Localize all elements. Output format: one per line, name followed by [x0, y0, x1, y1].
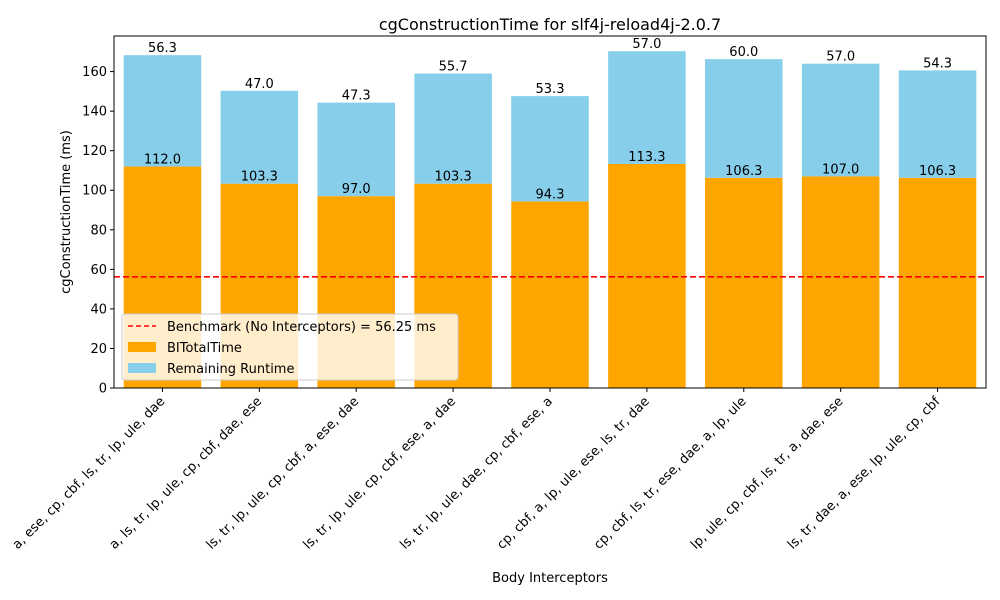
bar-remaining-runtime-7: [705, 59, 783, 178]
legend-remaining-runtime-swatch: [128, 363, 156, 373]
legend-bitotaltime-label: BITotalTime: [167, 341, 242, 356]
legend-benchmark-label: Benchmark (No Interceptors) = 56.25 ms: [167, 320, 436, 335]
data-labels-layer: 112.0 56.3 103.3 47.0 97.0 47.3 103.3 55.7 94.3 5…: [144, 37, 956, 202]
bar-bitotaltime-9: [898, 177, 977, 388]
bar-bitotaltime-7: [705, 177, 783, 388]
data-label-remaining-runtime-9: 54.3: [923, 56, 952, 71]
data-label-bitotaltime-2: 103.3: [241, 170, 278, 185]
y-tick-label: 100: [82, 184, 107, 199]
bar-bitotaltime-8: [801, 176, 880, 388]
x-axis: a, ese, cp, cbf, ls, tr, lp, ule, daea, …: [10, 388, 944, 553]
data-label-bitotaltime-3: 97.0: [342, 182, 371, 197]
x-axis-title: Body Interceptors: [492, 571, 608, 586]
data-label-remaining-runtime-3: 47.3: [342, 89, 371, 104]
bar-remaining-runtime-2: [220, 90, 299, 184]
x-tick-label: cp, cbf, a, lp, ule, ese, ls, tr, dae: [494, 394, 652, 552]
y-axis: 0 20 40 60 80 100 120 140 160: [82, 65, 114, 397]
data-label-remaining-runtime-4: 55.7: [439, 60, 468, 75]
x-tick-label: lp, ule, cp, cbf, ls, tr, a, dae, ese: [688, 394, 846, 552]
bar-remaining-runtime-1: [123, 55, 202, 167]
bar-remaining-runtime-6: [608, 51, 686, 164]
data-label-bitotaltime-6: 113.3: [628, 150, 665, 165]
x-tick-label: ls, tr, lp, ule, cp, cbf, a, ese, dae: [204, 394, 362, 552]
y-tick-label: 80: [90, 223, 107, 238]
data-label-remaining-runtime-7: 60.0: [729, 45, 758, 60]
legend-bitotaltime-swatch: [128, 342, 156, 352]
data-label-bitotaltime-5: 94.3: [536, 188, 565, 203]
data-label-remaining-runtime-6: 57.0: [632, 37, 661, 52]
y-tick-label: 60: [90, 263, 107, 278]
x-tick-label: ls, tr, lp, ule, dae, cp, cbf, ese, a: [397, 394, 555, 552]
data-label-remaining-runtime-8: 57.0: [826, 50, 855, 65]
x-tick-label: a, ls, tr, lp, ule, cp, cbf, dae, ese: [107, 394, 265, 552]
bar-remaining-runtime-8: [801, 63, 880, 177]
bar-remaining-runtime-5: [511, 96, 589, 202]
data-label-bitotaltime-1: 112.0: [144, 153, 181, 168]
data-label-bitotaltime-7: 106.3: [725, 164, 762, 179]
data-label-remaining-runtime-2: 47.0: [245, 77, 274, 92]
y-tick-label: 40: [90, 302, 107, 317]
x-tick-label: ls, tr, dae, a, ese, lp, ule, cp, cbf: [785, 394, 944, 553]
y-tick-label: 120: [82, 144, 107, 159]
data-label-bitotaltime-9: 106.3: [919, 164, 956, 179]
data-label-remaining-runtime-5: 53.3: [536, 82, 565, 97]
y-axis-title: cgConstructionTime (ms): [59, 130, 74, 294]
y-tick-label: 140: [82, 105, 107, 120]
bar-remaining-runtime-9: [898, 70, 977, 178]
data-label-bitotaltime-4: 103.3: [435, 170, 472, 185]
legend-box: [121, 313, 459, 381]
y-tick-label: 0: [99, 382, 107, 397]
bar-remaining-runtime-3: [317, 102, 395, 197]
legend: Benchmark (No Interceptors) = 56.25 ms B…: [121, 313, 459, 381]
bar-remaining-runtime-4: [414, 73, 492, 184]
legend-remaining-runtime-label: Remaining Runtime: [167, 362, 294, 377]
x-tick-label: a, ese, cp, cbf, ls, tr, lp, ule, dae: [10, 394, 168, 552]
bar-bitotaltime-5: [511, 201, 589, 388]
y-tick-label: 20: [90, 342, 107, 357]
data-label-remaining-runtime-1: 56.3: [148, 41, 177, 56]
data-label-bitotaltime-8: 107.0: [822, 162, 859, 177]
x-tick-label: ls, tr, lp, ule, cp, cbf, ese, a, dae: [301, 394, 459, 552]
chart-title: cgConstructionTime for slf4j-reload4j-2.…: [379, 15, 721, 34]
y-tick-label: 160: [82, 65, 107, 80]
x-tick-label: cp, cbf, ls, tr, ese, dae, a, lp, ule: [591, 394, 749, 552]
